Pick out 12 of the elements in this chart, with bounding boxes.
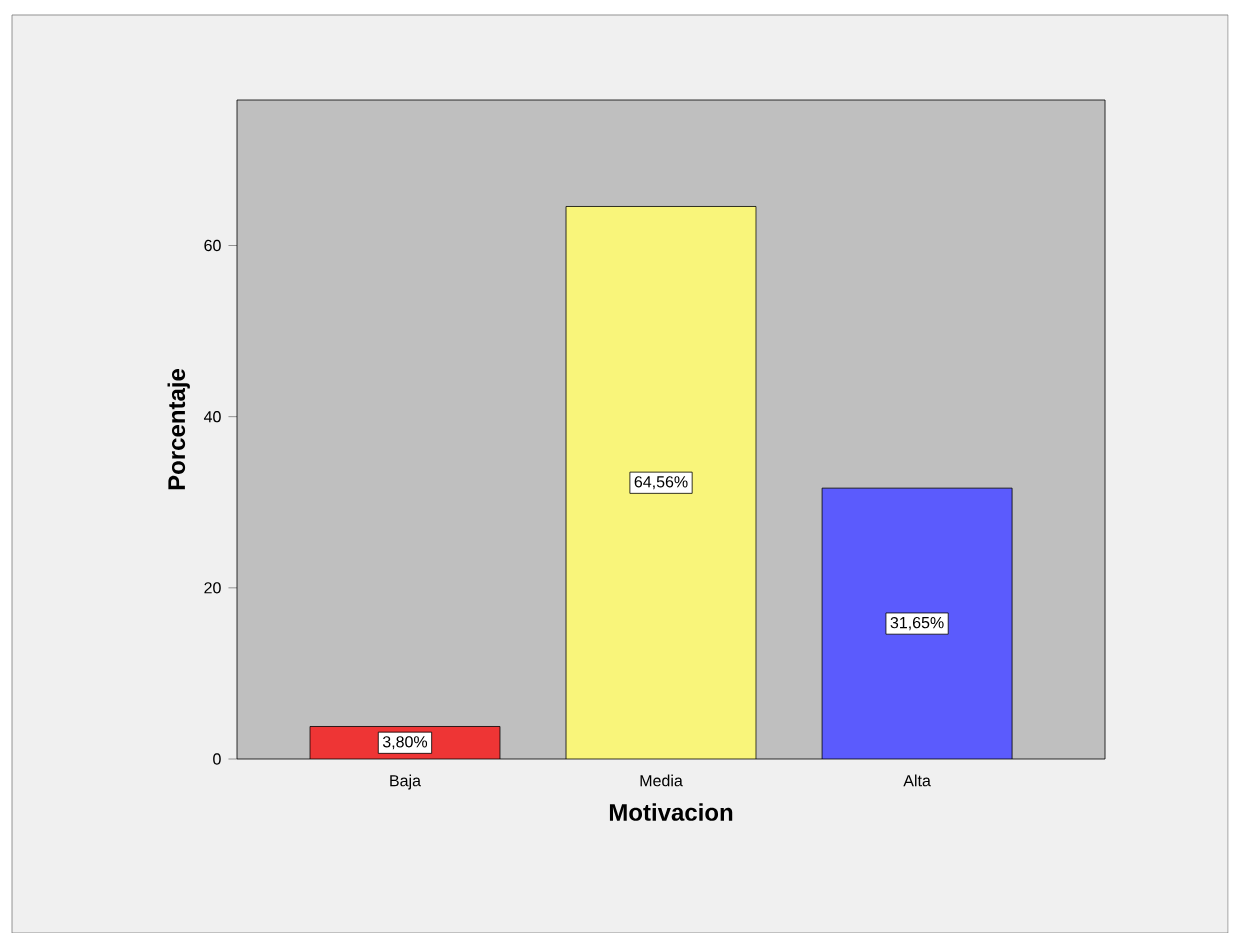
- y-tick-label: 60: [204, 239, 221, 251]
- x-tick-label: Alta: [903, 774, 931, 787]
- x-tick-label: Baja: [390, 774, 421, 790]
- y-tick-label: 20: [204, 581, 221, 594]
- data-label: 64,56%: [634, 475, 688, 490]
- x-tick-label: Media: [640, 774, 683, 787]
- y-tick-label: 40: [203, 410, 221, 423]
- data-label: 31,65%: [890, 616, 944, 630]
- x-axis-title: Motivacion: [609, 803, 733, 821]
- y-axis-title: Porcentaje: [167, 368, 190, 490]
- data-label: 3,80%: [382, 735, 428, 750]
- y-tick-label: 0: [213, 753, 221, 765]
